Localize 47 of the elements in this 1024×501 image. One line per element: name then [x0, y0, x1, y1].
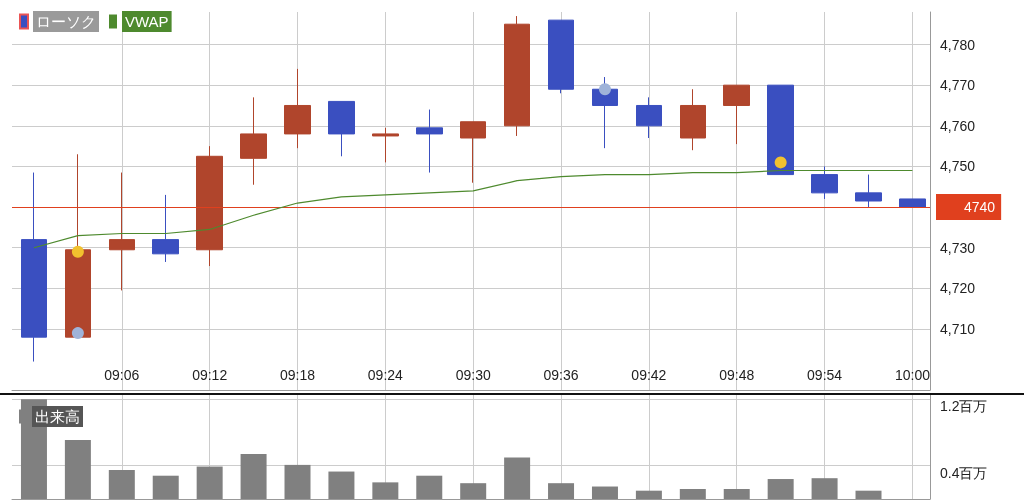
y-tick-label: 4,760 — [940, 117, 976, 134]
candlestick — [109, 172, 135, 291]
y-tick-label: 4,770 — [940, 77, 976, 94]
candlestick — [504, 15, 530, 137]
y-tick-label: 4,730 — [940, 239, 976, 256]
y-tick-label: 4,720 — [940, 280, 976, 297]
candlestick — [680, 88, 706, 151]
candlestick — [240, 96, 267, 186]
candlestick — [65, 153, 91, 338]
candlestick — [767, 84, 794, 176]
point — [598, 83, 611, 96]
y-tick-label: 4,780 — [940, 36, 976, 53]
candlestick — [284, 68, 311, 149]
x-tick-label: 09:24 — [367, 367, 404, 383]
x-tick-label: 09:18 — [279, 367, 316, 383]
candlestick — [548, 19, 574, 94]
x-tick-label: 09:30 — [455, 367, 491, 383]
candlestick — [328, 100, 355, 157]
candlestick — [460, 121, 486, 184]
candlestick — [855, 174, 882, 208]
legend-label: ローソク — [36, 13, 96, 30]
candlestick — [723, 84, 750, 145]
legend-label: 出来高 — [35, 408, 80, 425]
x-tick-label: 09:12 — [192, 367, 228, 383]
x-tick-label: 10:00 — [894, 367, 931, 383]
x-tick-label: 09:06 — [104, 367, 140, 383]
point — [71, 327, 84, 340]
candlestick — [372, 127, 399, 163]
candlestick — [152, 194, 179, 263]
x-tick-label: 09:36 — [543, 367, 579, 383]
point — [774, 156, 787, 169]
ref-line-label: 4740 — [964, 199, 996, 216]
y-tick-label: 0.4百万 — [940, 464, 988, 481]
y-tick-label: 4,710 — [940, 321, 976, 338]
point — [71, 245, 84, 258]
candlestick — [196, 145, 223, 267]
candlestick — [416, 109, 443, 174]
y-tick-label: 4,750 — [940, 158, 976, 175]
candlestick — [21, 172, 47, 363]
x-tick-label: 09:42 — [631, 367, 667, 383]
candlestick — [899, 198, 926, 208]
candlestick — [636, 96, 662, 139]
y-tick-label: 1.2百万 — [940, 398, 988, 415]
candlestick — [811, 165, 838, 200]
x-tick-label: 09:48 — [719, 367, 755, 383]
legend-label: VWAP — [125, 13, 169, 30]
x-tick-label: 09:54 — [807, 367, 843, 383]
